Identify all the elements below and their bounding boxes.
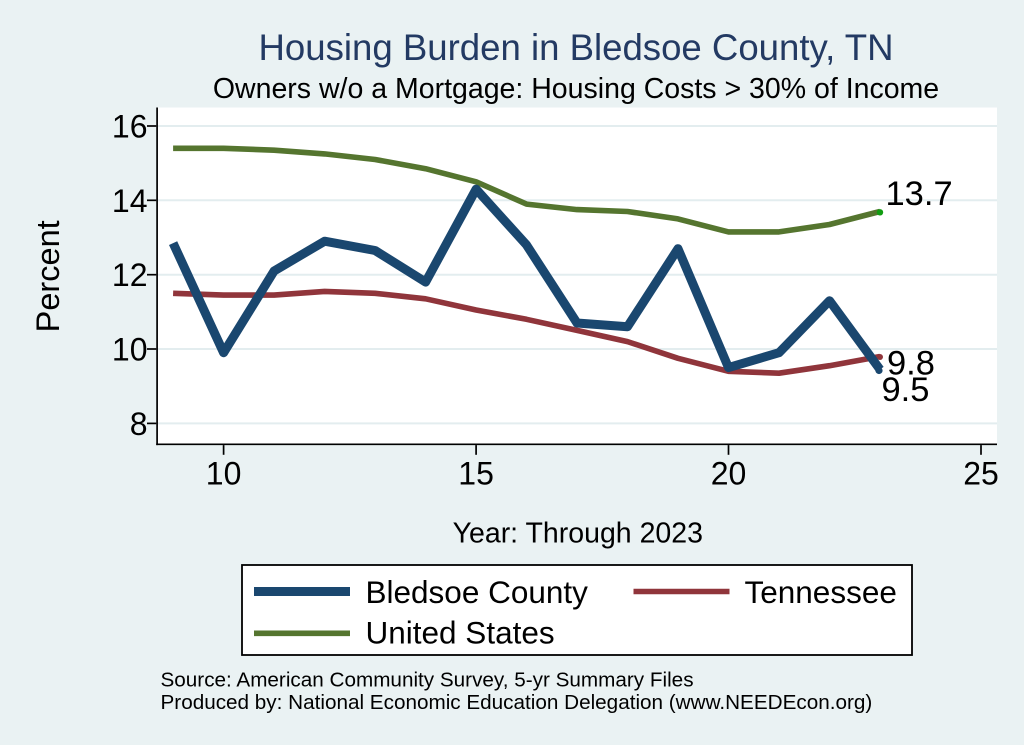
svg-text:25: 25 [963, 456, 999, 492]
svg-text:10: 10 [206, 456, 242, 492]
svg-text:Housing Burden in Bledsoe Coun: Housing Burden in Bledsoe County, TN [258, 27, 893, 68]
svg-text:Produced by: National Economic: Produced by: National Economic Education… [161, 691, 873, 714]
svg-text:Percent: Percent [30, 220, 66, 332]
svg-text:20: 20 [711, 456, 747, 492]
svg-text:13.7: 13.7 [886, 175, 953, 213]
svg-text:14: 14 [112, 183, 148, 219]
svg-text:Year: Through 2023: Year: Through 2023 [453, 518, 703, 550]
svg-text:Owners w/o a Mortgage: Housing: Owners w/o a Mortgage: Housing Costs > 3… [213, 73, 939, 105]
svg-text:15: 15 [458, 456, 494, 492]
svg-text:16: 16 [112, 109, 148, 145]
svg-text:Tennessee: Tennessee [745, 574, 897, 610]
svg-text:9.5: 9.5 [882, 371, 930, 409]
svg-text:Source: American Community Sur: Source: American Community Survey, 5-yr … [161, 669, 694, 692]
svg-text:9.8: 9.8 [887, 344, 935, 382]
svg-text:Bledsoe County: Bledsoe County [366, 574, 589, 610]
svg-text:United States: United States [366, 615, 555, 651]
svg-text:12: 12 [112, 257, 148, 293]
svg-text:10: 10 [112, 332, 148, 368]
svg-text:8: 8 [130, 406, 148, 442]
